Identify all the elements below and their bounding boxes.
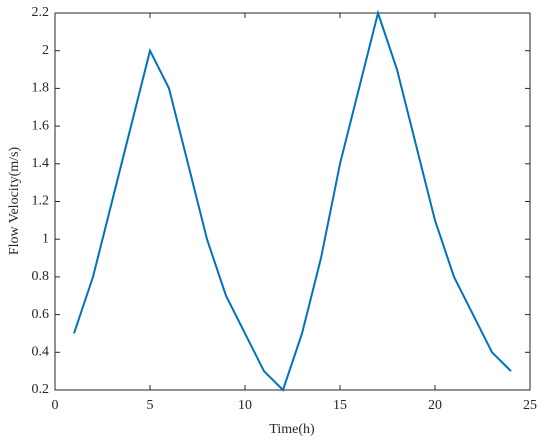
y-tick-label: 1.4 [32, 156, 50, 171]
y-tick-label: 2.2 [32, 5, 50, 20]
x-tick-label: 0 [52, 398, 59, 413]
y-tick-label: 2 [42, 43, 49, 58]
y-tick-label: 0.4 [32, 345, 50, 360]
y-tick-label: 1.6 [32, 118, 50, 133]
y-tick-label: 0.6 [32, 307, 50, 322]
x-tick-label: 20 [428, 398, 442, 413]
plot-box [54, 12, 531, 391]
x-tick-label: 10 [238, 398, 252, 413]
y-axis-label: Flow Velocity(m/s) [7, 147, 22, 256]
x-tick-label: 25 [523, 398, 537, 413]
y-tick-label: 0.2 [32, 382, 50, 397]
x-tick-label: 15 [333, 398, 347, 413]
y-tick-label: 1.8 [32, 81, 50, 96]
x-tick-label: 5 [147, 398, 154, 413]
x-axis-label: Time(h) [269, 422, 315, 437]
data-line [73, 9, 512, 392]
y-tick-label: 1.2 [32, 194, 50, 209]
y-tick-label: 1 [42, 231, 49, 246]
y-tick-label: 0.8 [32, 269, 50, 284]
